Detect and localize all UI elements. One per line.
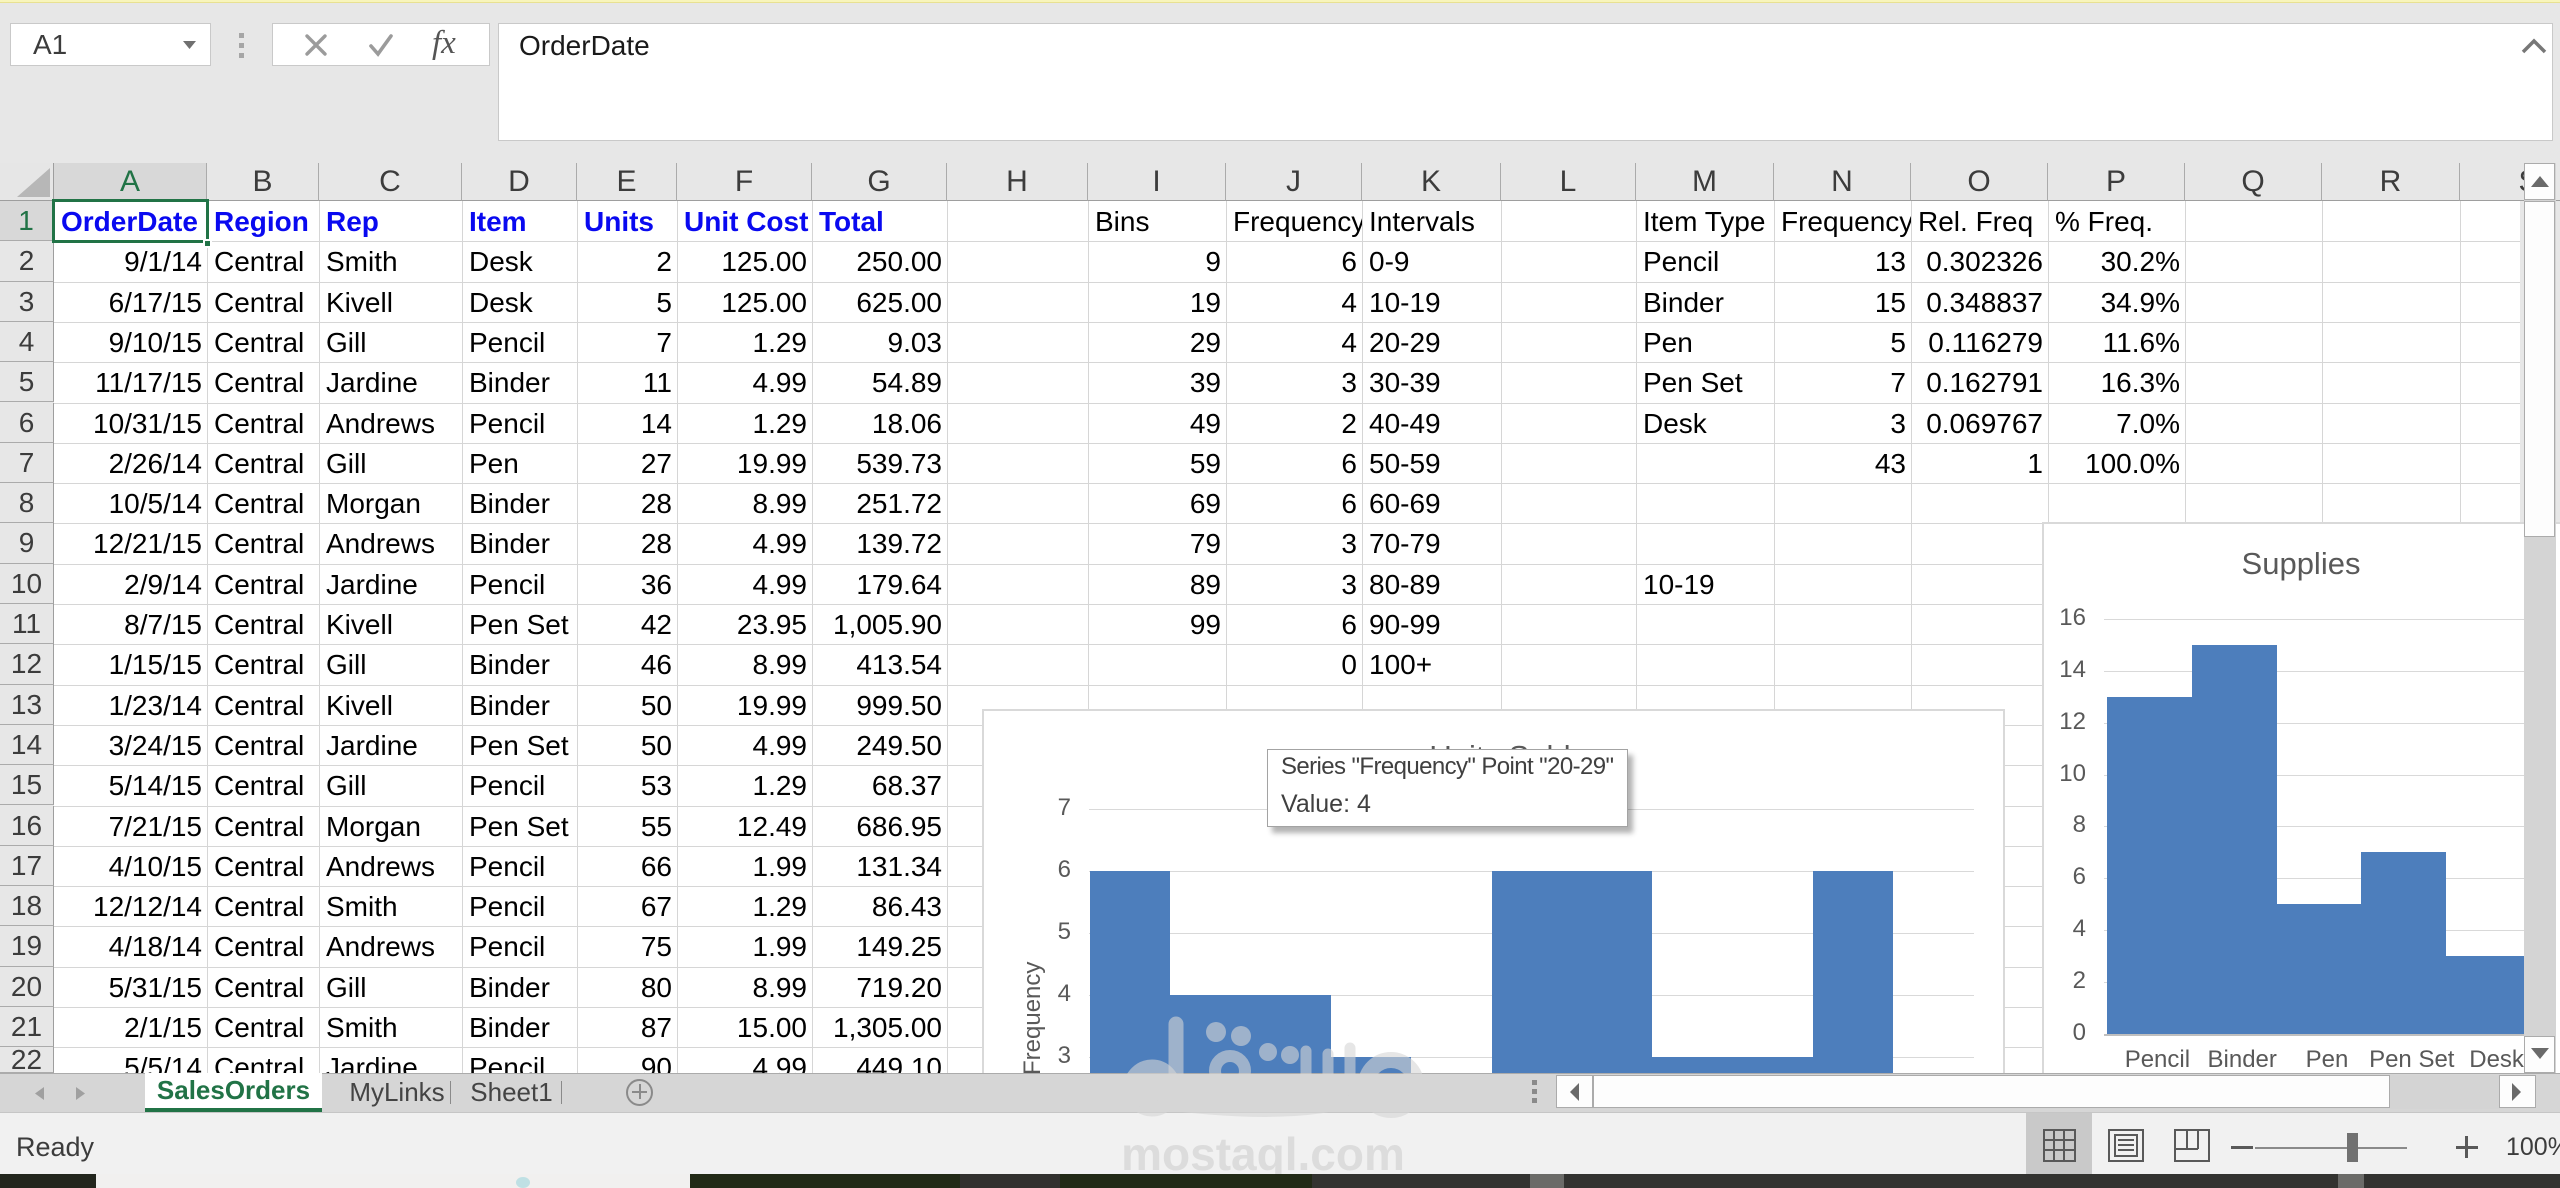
svg-text:mostaql.com: mostaql.com — [1121, 1128, 1405, 1180]
